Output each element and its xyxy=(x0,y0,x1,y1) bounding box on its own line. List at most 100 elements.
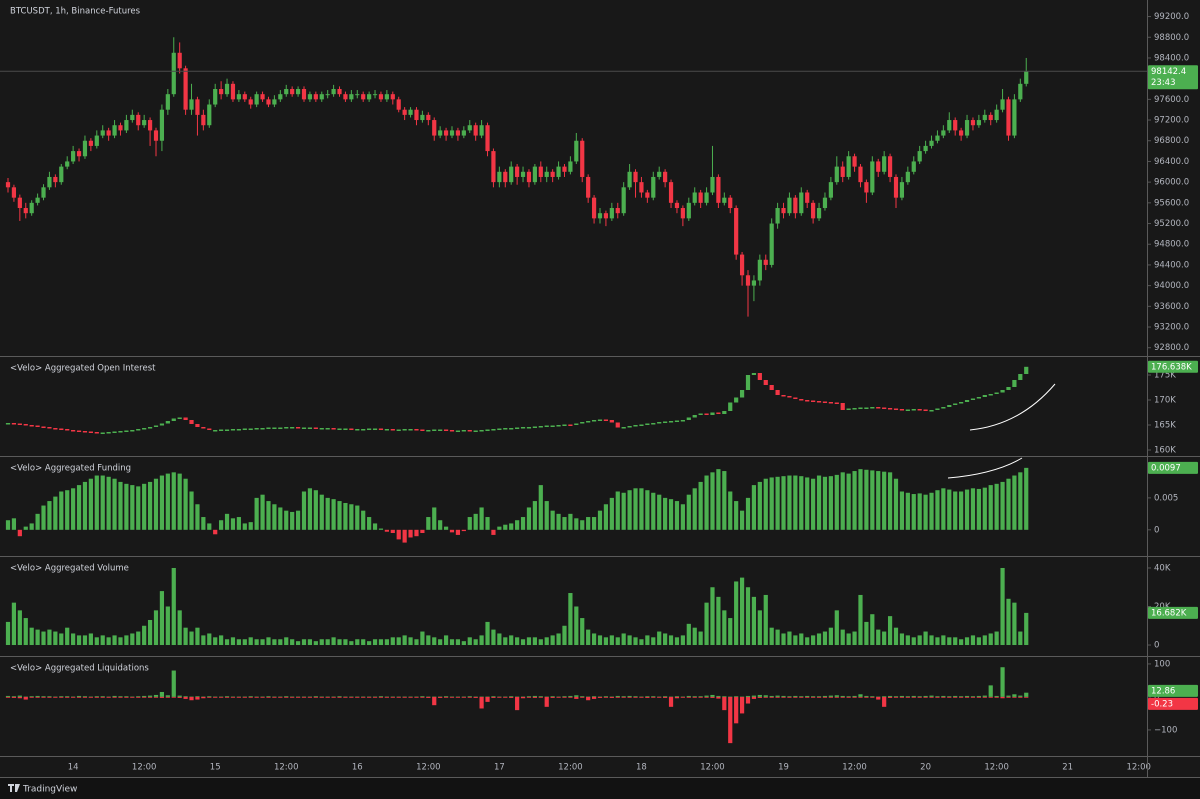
bar xyxy=(834,696,839,698)
bar xyxy=(201,517,206,530)
bar xyxy=(941,696,946,698)
bar xyxy=(337,639,342,646)
bar xyxy=(378,696,384,698)
oi-candle xyxy=(775,390,780,395)
candle-body xyxy=(828,182,833,198)
oi-candle xyxy=(917,409,922,411)
bar xyxy=(53,496,58,530)
bar xyxy=(929,635,934,646)
y-tick-label: 97600.0 xyxy=(1154,95,1189,105)
bar xyxy=(367,517,372,530)
candle-body xyxy=(550,171,555,177)
oi-candle xyxy=(106,432,111,434)
candle-body xyxy=(864,182,869,193)
bar xyxy=(716,469,721,530)
oi-candle xyxy=(443,429,449,431)
oi-candle xyxy=(142,428,147,430)
bar xyxy=(189,631,194,646)
bar xyxy=(953,696,958,698)
candle-body xyxy=(716,176,721,203)
bar xyxy=(53,696,58,698)
bar xyxy=(822,696,828,698)
bar xyxy=(639,488,644,530)
bar xyxy=(597,635,603,646)
bar xyxy=(29,696,34,698)
oi-candle xyxy=(41,426,46,428)
value-tag xyxy=(1148,684,1198,697)
bar xyxy=(905,492,910,530)
bar xyxy=(674,696,680,698)
bar xyxy=(455,639,461,646)
bar xyxy=(976,637,981,646)
bar xyxy=(509,696,514,698)
bar xyxy=(183,696,188,699)
bar xyxy=(686,494,691,530)
bar xyxy=(840,472,845,530)
oi-candle xyxy=(1006,387,1011,390)
bar xyxy=(520,639,526,646)
bar xyxy=(361,510,366,530)
bar xyxy=(591,633,597,646)
bar xyxy=(769,627,774,646)
bar xyxy=(964,695,970,697)
pane-title: <Velo> Aggregated Funding xyxy=(10,464,131,474)
candle-body xyxy=(840,166,845,177)
bar xyxy=(580,696,585,698)
bar xyxy=(686,623,691,646)
candle-body xyxy=(142,120,147,126)
candle-body xyxy=(100,130,105,136)
oi-candle xyxy=(970,398,976,400)
bar xyxy=(763,478,768,530)
value-tag-label: 16.682K xyxy=(1151,608,1187,618)
bar xyxy=(307,696,313,698)
candle-body xyxy=(959,130,964,136)
bar xyxy=(645,696,650,698)
bar xyxy=(775,476,780,530)
bar xyxy=(349,696,354,698)
bar xyxy=(994,631,999,646)
bar xyxy=(254,497,259,530)
bar xyxy=(378,528,384,530)
candle-body xyxy=(615,208,620,214)
bar xyxy=(834,695,839,697)
bar xyxy=(645,635,650,646)
bar xyxy=(870,614,875,646)
bar xyxy=(550,696,555,698)
bar xyxy=(390,696,395,698)
bar xyxy=(219,520,224,530)
bar xyxy=(663,696,668,698)
oi-candle xyxy=(94,432,99,434)
bar xyxy=(230,637,236,646)
oi-candle xyxy=(515,427,520,429)
bar xyxy=(828,696,833,698)
bar xyxy=(787,475,792,530)
candle-body xyxy=(295,89,301,95)
value-tag xyxy=(1148,461,1198,474)
bar xyxy=(793,696,798,698)
bar xyxy=(491,696,496,698)
bar xyxy=(893,478,899,530)
footer-bar xyxy=(0,778,1200,799)
candle-body xyxy=(526,171,532,183)
oi-candle xyxy=(23,424,28,426)
oi-candle xyxy=(213,430,218,432)
y-tick-label: 98800.0 xyxy=(1154,33,1189,43)
bar xyxy=(438,639,443,646)
bar xyxy=(213,637,218,646)
candle-body xyxy=(319,94,324,100)
candle-body xyxy=(378,94,384,100)
bar xyxy=(988,485,993,530)
bar xyxy=(882,471,887,530)
oi-candle xyxy=(112,431,117,433)
oi-candle xyxy=(159,423,165,426)
bar xyxy=(349,641,354,646)
oi-candle xyxy=(1000,390,1005,393)
bar xyxy=(816,696,822,698)
candle-body xyxy=(704,192,709,203)
bar xyxy=(266,696,271,698)
oi-candle xyxy=(17,423,22,425)
candle-body xyxy=(53,176,58,183)
y-tick-label: 97200.0 xyxy=(1154,116,1189,126)
bar xyxy=(520,696,526,699)
